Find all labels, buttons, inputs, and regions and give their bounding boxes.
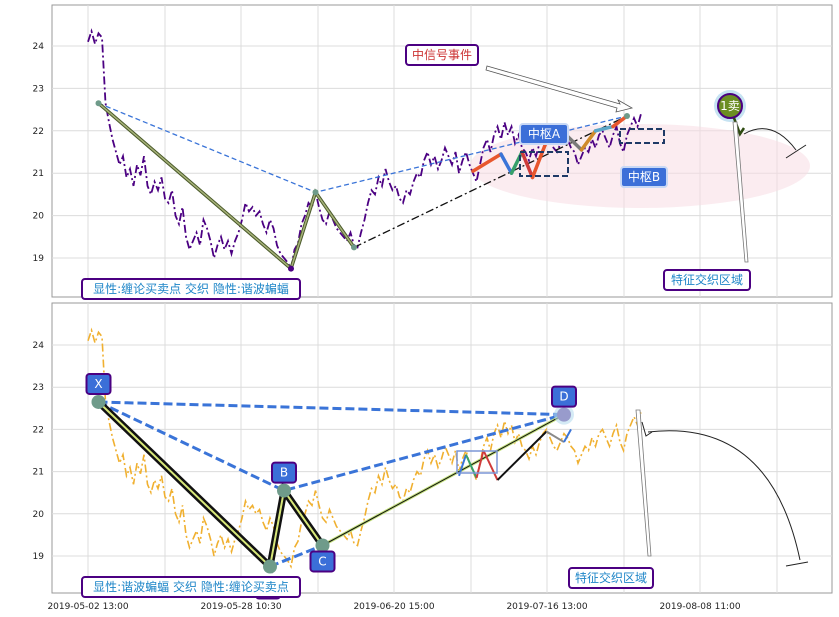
segment-line — [499, 152, 514, 175]
harmonic-cd-line-2 — [322, 414, 565, 546]
sell-badge-circle — [717, 93, 743, 119]
point-x-label: X — [94, 377, 102, 391]
zone-connector-2 — [635, 409, 652, 557]
sub-segment-line — [496, 430, 548, 481]
arc-end-tick — [785, 144, 807, 159]
y-tick-label: 24 — [33, 42, 45, 52]
point-c-label: C — [318, 554, 326, 568]
signal-arrow — [485, 65, 634, 113]
y-tick-label: 22 — [33, 127, 44, 137]
zhongshu-a-box — [519, 123, 569, 145]
caption-1-label: 显性:缠论买卖点 交织 隐性:谐波蝙蝠 — [93, 281, 289, 296]
harmonic-point-marker — [91, 394, 106, 409]
zone-label-1-box — [663, 269, 751, 291]
point-b-label: B — [280, 466, 288, 480]
arc-curve — [743, 128, 797, 151]
zone-label-1-label: 特征交织区域 — [671, 272, 743, 287]
sub-zhongshu-box — [456, 450, 498, 474]
price-series-line-2 — [87, 327, 642, 569]
harmonic-xbd-line — [97, 400, 565, 493]
chan-bi-lines-inner — [98, 102, 355, 270]
sub-segment-line — [563, 428, 572, 443]
y-tick-label: 22 — [33, 425, 44, 435]
zone-label-2-box — [568, 567, 654, 589]
y-tick-label: 19 — [33, 254, 45, 264]
sub-segment-line — [482, 450, 499, 481]
zhongshu-b-box — [619, 128, 665, 144]
zone-connector — [732, 121, 749, 263]
segment-line — [520, 150, 535, 180]
sub-segment-line — [545, 430, 565, 443]
pivot-point — [95, 100, 102, 107]
arc-curve-2 — [647, 430, 801, 561]
y-tick-label: 24 — [33, 341, 45, 351]
zhongshu-b-box — [620, 166, 668, 188]
point-d-glow — [554, 404, 574, 425]
x-tick-label: 2019-07-16 13:00 — [506, 602, 587, 612]
point-d-label: D — [559, 390, 568, 404]
signal-event-box — [405, 44, 479, 66]
arc-end-tick-2 — [785, 561, 809, 567]
point-d-box — [551, 385, 577, 408]
caption-2-box — [81, 576, 301, 598]
caption-2-label: 显性:谐波蝙蝠 交织 隐性:缠论买卖点 — [93, 579, 289, 594]
y-tick-label: 20 — [33, 212, 45, 222]
point-x-box — [85, 372, 112, 395]
segment-line — [471, 152, 503, 173]
zhongshu-a-label: 中枢A — [528, 126, 561, 141]
x-tick-label: 2019-05-02 13:00 — [47, 602, 128, 612]
y-tick-label: 23 — [33, 383, 44, 393]
segment-line — [530, 139, 549, 180]
harmonic-point-marker — [315, 538, 330, 553]
segment-line — [579, 129, 598, 152]
x-tick-label: 2019-05-28 10:30 — [200, 602, 281, 612]
y-tick-label: 21 — [33, 468, 44, 478]
x-tick-label: 2019-06-20 15:00 — [353, 602, 434, 612]
sell-badge-label: 1卖 — [720, 99, 740, 113]
harmonic-point-marker — [263, 559, 277, 574]
segment-line — [593, 124, 615, 133]
harmonic-cd-line — [353, 115, 628, 248]
harmonic-ac-line — [269, 544, 324, 568]
arc-start-tick — [641, 421, 653, 437]
x-tick-label: 2019-08-08 11:00 — [659, 602, 740, 612]
signal-event-label: 中信号事件 — [412, 47, 472, 62]
y-tick-label: 19 — [33, 552, 45, 562]
zhongshu-b-label: 中枢B — [628, 169, 660, 184]
pivot-point — [288, 265, 294, 272]
point-c-box — [309, 550, 336, 573]
y-tick-label: 20 — [33, 510, 45, 520]
point-b-box — [271, 461, 297, 484]
harmonic-legs-inner — [97, 401, 324, 569]
pivot-point — [351, 244, 357, 251]
y-tick-label: 21 — [33, 169, 44, 179]
sub-segment-line — [465, 454, 478, 479]
zhongshu-a-box — [519, 151, 569, 177]
zone-label-2-label: 特征交织区域 — [575, 570, 647, 585]
pivot-point — [624, 112, 630, 119]
harmonic-point-marker — [277, 483, 291, 498]
pivot-point — [312, 189, 319, 196]
y-tick-label: 23 — [33, 84, 44, 94]
caption-1-box — [81, 278, 301, 300]
